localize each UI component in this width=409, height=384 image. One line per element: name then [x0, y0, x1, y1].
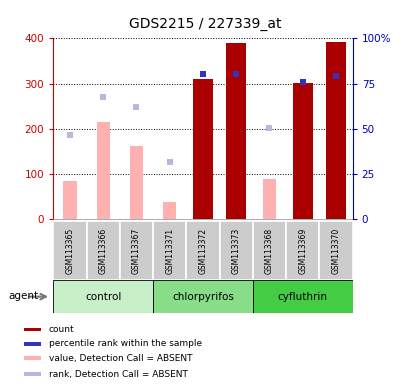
- Bar: [252, 280, 352, 313]
- Bar: [130, 146, 143, 219]
- Bar: [226, 43, 245, 219]
- Bar: [63, 180, 76, 219]
- Bar: [153, 221, 186, 280]
- Text: GDS2215 / 227339_at: GDS2215 / 227339_at: [128, 17, 281, 31]
- Text: rank, Detection Call = ABSENT: rank, Detection Call = ABSENT: [49, 369, 187, 379]
- Bar: [219, 221, 252, 280]
- Text: GSM113366: GSM113366: [99, 227, 108, 274]
- Text: GSM113368: GSM113368: [264, 227, 273, 274]
- Text: GSM113367: GSM113367: [132, 227, 141, 274]
- Bar: [319, 221, 352, 280]
- Bar: [252, 221, 285, 280]
- Bar: [53, 280, 153, 313]
- Bar: [153, 280, 252, 313]
- Text: chlorpyrifos: chlorpyrifos: [172, 291, 233, 302]
- Bar: [186, 221, 219, 280]
- Bar: [262, 179, 275, 219]
- Text: cyfluthrin: cyfluthrin: [277, 291, 327, 302]
- Text: GSM113372: GSM113372: [198, 227, 207, 274]
- Bar: [86, 221, 119, 280]
- Bar: [325, 41, 345, 219]
- Text: GSM113373: GSM113373: [231, 227, 240, 274]
- Bar: [96, 122, 110, 219]
- Bar: [53, 221, 86, 280]
- Text: GSM113369: GSM113369: [297, 227, 306, 274]
- Text: percentile rank within the sample: percentile rank within the sample: [49, 339, 201, 348]
- Text: GSM113371: GSM113371: [165, 227, 174, 274]
- Bar: [193, 79, 212, 219]
- Text: value, Detection Call = ABSENT: value, Detection Call = ABSENT: [49, 354, 192, 362]
- Bar: [292, 83, 312, 219]
- Bar: [163, 202, 176, 219]
- Text: control: control: [85, 291, 121, 302]
- Bar: [24, 328, 41, 331]
- Text: agent: agent: [8, 291, 38, 301]
- Bar: [119, 221, 153, 280]
- Bar: [24, 342, 41, 346]
- Text: GSM113370: GSM113370: [330, 227, 339, 274]
- Bar: [285, 221, 319, 280]
- Text: count: count: [49, 325, 74, 334]
- Bar: [24, 372, 41, 376]
- Bar: [24, 356, 41, 360]
- Text: GSM113365: GSM113365: [65, 227, 74, 274]
